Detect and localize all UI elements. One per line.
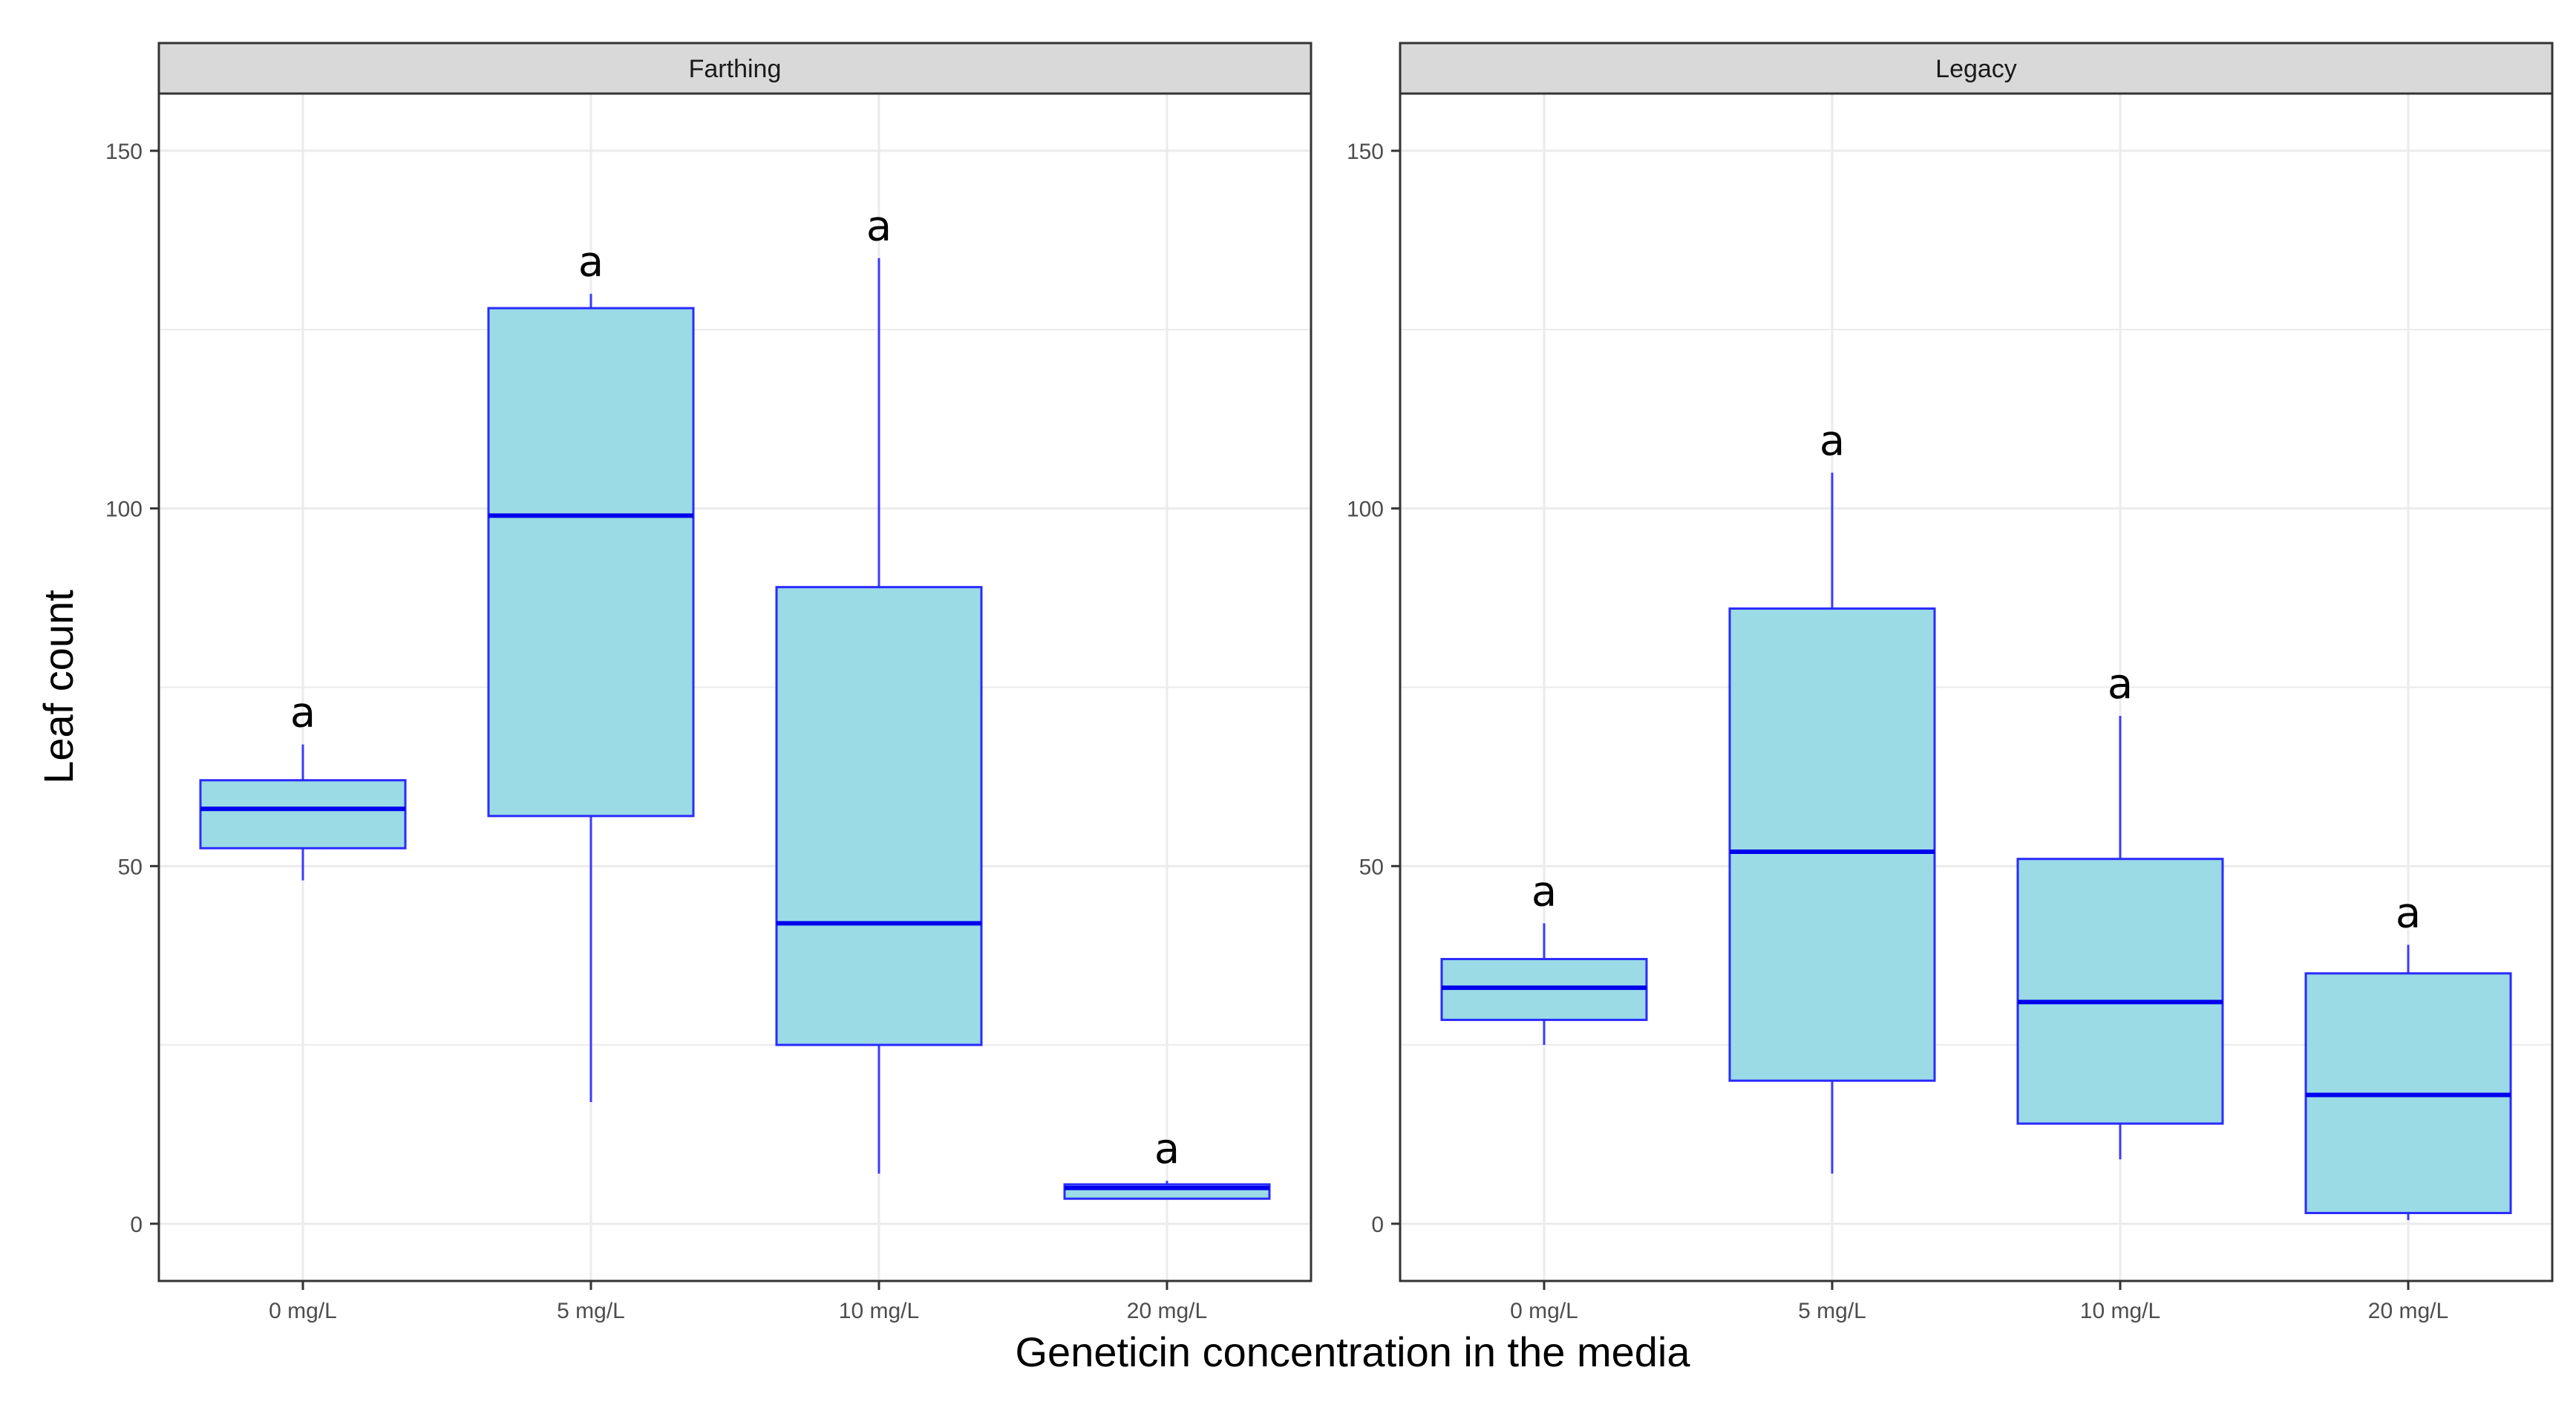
facet-panel-farthing: Farthing 0 50 100 150 0 mg/L 5 mg/L 10 mg/L 20 m… xyxy=(105,42,1312,1323)
iqr-box xyxy=(775,586,983,1046)
y-tick-label: 100 xyxy=(105,498,143,522)
box-5-mg-l: a xyxy=(1728,417,1936,1174)
significance-letter: a xyxy=(1154,1125,1180,1173)
significance-letter: a xyxy=(290,689,316,737)
y-tick-label: 100 xyxy=(1347,498,1384,522)
x-tick-label: 10 mg/L xyxy=(839,1299,919,1323)
iqr-box xyxy=(487,307,695,818)
y-tick-label: 150 xyxy=(1347,140,1384,164)
facet-panels: Farthing 0 50 100 150 0 mg/L 5 mg/L 10 mg/L 20 m… xyxy=(105,42,2554,1323)
facet-strip xyxy=(1399,42,2554,95)
box-0-mg-l: a xyxy=(199,689,407,881)
y-tick-label: 50 xyxy=(1359,855,1384,879)
significance-letter: a xyxy=(2396,889,2421,937)
y-tick-label: 0 xyxy=(130,1213,143,1237)
x-tick-label: 20 mg/L xyxy=(2368,1299,2448,1323)
facet-strip xyxy=(157,42,1312,95)
box-10-mg-l: a xyxy=(775,203,983,1174)
x-tick-label: 0 mg/L xyxy=(269,1299,337,1323)
y-tick-label: 50 xyxy=(118,855,143,879)
box-20-mg-l: a xyxy=(2304,889,2512,1221)
panel-border xyxy=(157,92,1312,1282)
facet-strip-label: Farthing xyxy=(689,55,782,83)
x-tick-label: 0 mg/L xyxy=(1510,1299,1578,1323)
iqr-box xyxy=(1728,607,1936,1082)
significance-letter: a xyxy=(578,238,604,287)
x-tick-label: 10 mg/L xyxy=(2080,1299,2160,1323)
box-0-mg-l: a xyxy=(1440,867,1648,1046)
significance-letter: a xyxy=(1531,867,1557,916)
y-axis-title: Leaf count xyxy=(35,590,82,784)
box-5-mg-l: a xyxy=(487,238,695,1103)
significance-letter: a xyxy=(1820,417,1845,466)
x-axis-title: Geneticin concentration in the media xyxy=(1016,1328,1691,1375)
x-tick-label: 5 mg/L xyxy=(1798,1299,1866,1323)
box-10-mg-l: a xyxy=(2016,660,2224,1160)
x-tick-label: 5 mg/L xyxy=(557,1299,625,1323)
y-tick-label: 0 xyxy=(1371,1213,1384,1237)
iqr-box xyxy=(199,779,407,850)
box-20-mg-l: a xyxy=(1063,1125,1271,1200)
facet-panel-legacy: Legacy 0 50 100 150 0 mg/L 5 mg/L 10 mg/L 20 mg/… xyxy=(1347,42,2554,1323)
y-tick-label: 150 xyxy=(105,140,143,164)
significance-letter: a xyxy=(866,203,892,251)
significance-letter: a xyxy=(2108,660,2133,708)
facet-strip-label: Legacy xyxy=(1935,55,2017,83)
x-tick-label: 20 mg/L xyxy=(1127,1299,1207,1323)
iqr-box xyxy=(2016,858,2224,1125)
panel-border xyxy=(1399,92,2554,1282)
